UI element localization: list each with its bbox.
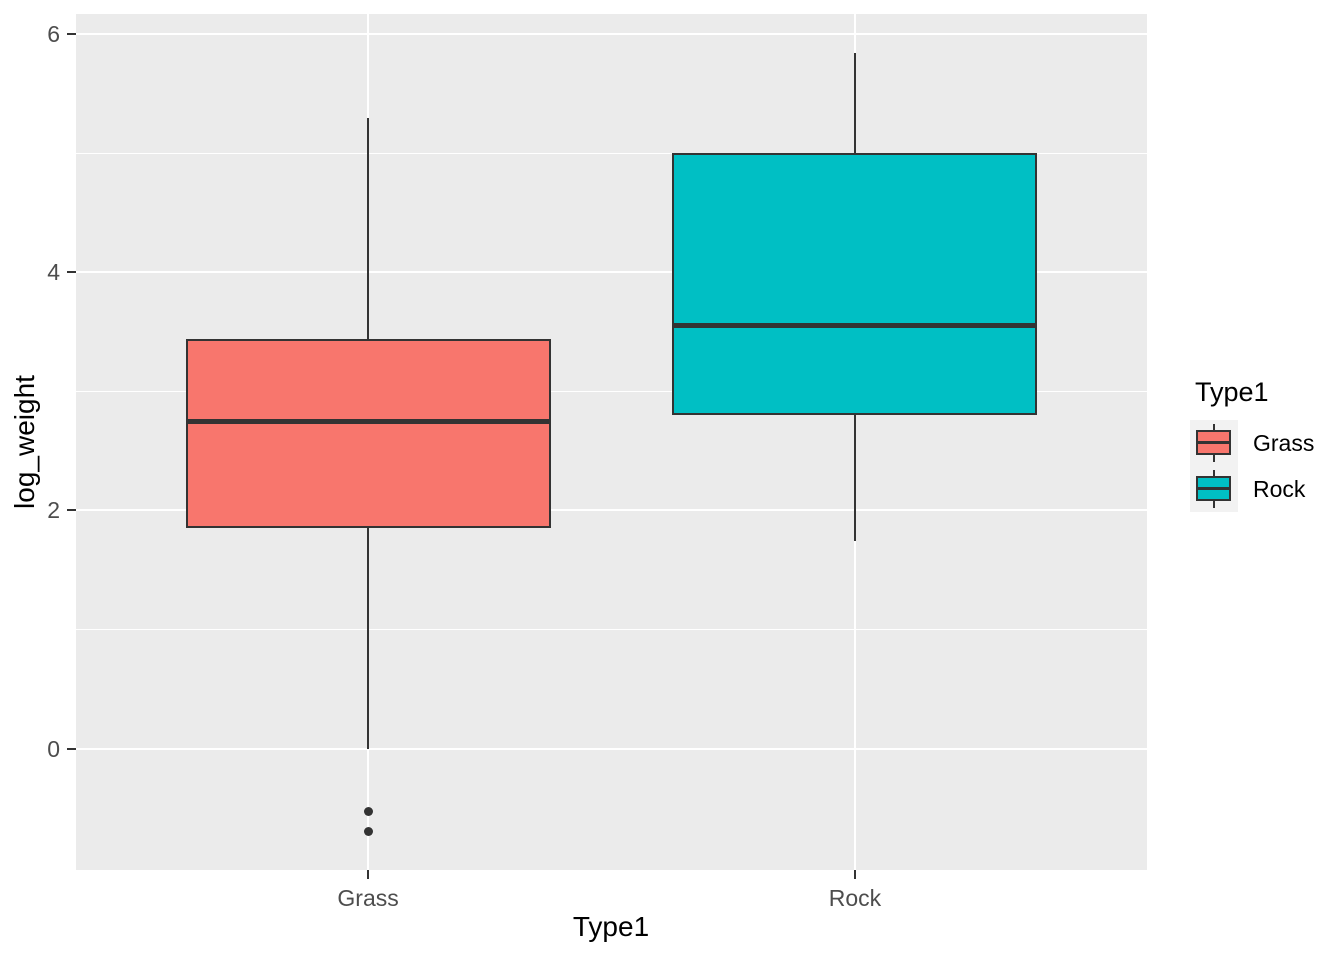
plot-panel: [76, 14, 1147, 870]
median-grass: [185, 418, 551, 424]
y-tick-label: 2: [47, 497, 60, 524]
y-tick-mark: [67, 271, 76, 274]
outlier-point: [363, 807, 373, 817]
y-tick-label: 4: [47, 259, 60, 286]
box-rock: [672, 153, 1038, 416]
legend-title: Type1: [1195, 377, 1269, 407]
gridline-major-horizontal: [76, 271, 1147, 274]
y-tick-label: 6: [47, 21, 60, 48]
median-rock: [672, 323, 1038, 329]
outlier-point: [363, 827, 373, 837]
gridline-major-horizontal: [76, 747, 1147, 750]
y-axis-title: log_weight: [9, 375, 40, 509]
upper-whisker-grass: [366, 117, 370, 339]
legend-label-rock: Rock: [1253, 476, 1306, 502]
y-tick-mark: [67, 33, 76, 36]
gridline-minor-horizontal: [76, 628, 1147, 631]
legend-key-median-icon: [1198, 487, 1229, 490]
box-grass: [185, 339, 551, 529]
legend-key-box-icon: [1196, 476, 1231, 501]
y-tick-label: 0: [47, 735, 60, 762]
x-tick-label: Rock: [828, 885, 882, 911]
lower-whisker-rock: [853, 415, 857, 542]
x-axis-title: Type1: [572, 911, 650, 942]
legend-label-grass: Grass: [1253, 430, 1315, 456]
y-tick-mark: [67, 509, 76, 512]
gridline-major-horizontal: [76, 33, 1147, 36]
x-tick-mark: [853, 870, 856, 879]
x-tick-mark: [367, 870, 370, 879]
gridline-major-horizontal: [76, 509, 1147, 512]
upper-whisker-rock: [853, 53, 857, 154]
legend-key-median-icon: [1198, 441, 1229, 444]
gridline-minor-horizontal: [76, 152, 1147, 155]
legend: Type1 Grass Rock: [1190, 376, 1344, 522]
legend-key-box-icon: [1196, 430, 1231, 455]
y-tick-mark: [67, 747, 76, 750]
x-tick-label: Grass: [337, 885, 399, 911]
gridline-minor-horizontal: [76, 390, 1147, 393]
legend-key-rock: [1190, 466, 1238, 512]
lower-whisker-grass: [366, 528, 370, 749]
legend-key-grass: [1190, 420, 1238, 466]
